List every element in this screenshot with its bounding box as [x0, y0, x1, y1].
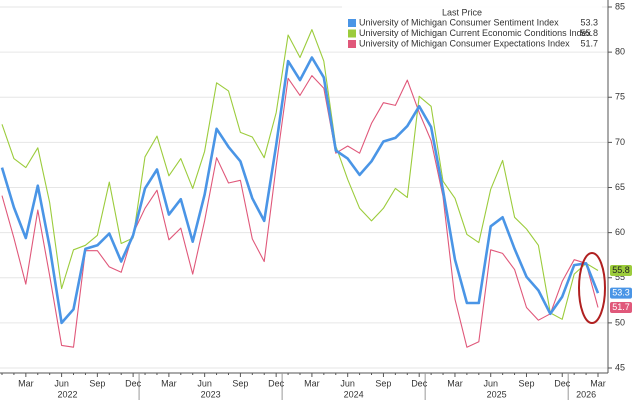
- x-tick-label: Mar: [447, 378, 463, 388]
- last-value-label: 51.7: [612, 302, 630, 312]
- last-value-tag: [610, 302, 632, 314]
- lines: [0, 29, 600, 348]
- x-tick-label: Dec: [411, 378, 428, 388]
- y-tick-label: 60: [615, 227, 625, 237]
- y-tick-label: 50: [615, 317, 625, 327]
- grid: [0, 0, 612, 400]
- last-value-tag: [610, 287, 632, 299]
- x-tick-label: Jun: [54, 378, 69, 388]
- x-tick-label: Jun: [483, 378, 498, 388]
- last-value-label: 53.3: [612, 287, 630, 297]
- legend-title: Last Price: [442, 7, 482, 17]
- year-label: 2025: [487, 389, 507, 399]
- y-tick-label: 85: [615, 1, 625, 11]
- y-tick-label: 75: [615, 92, 625, 102]
- legend-swatch: [348, 29, 356, 38]
- x-tick-label: Sep: [375, 378, 391, 388]
- x-tick-label: Jun: [197, 378, 212, 388]
- legend-label: University of Michigan Consumer Expectat…: [359, 38, 570, 48]
- y-tick-label: 45: [615, 362, 625, 372]
- last-value-tag: [610, 265, 632, 277]
- legend-value: 53.3: [580, 17, 598, 27]
- legend-swatch: [348, 19, 356, 27]
- x-tick-label: Sep: [232, 378, 248, 388]
- series-line: [1, 75, 599, 348]
- y-tick-label: 65: [615, 182, 625, 192]
- legend-value: 55.8: [580, 28, 598, 38]
- x-tick-label: Dec: [125, 378, 142, 388]
- y-tick-label: 80: [615, 47, 625, 57]
- x-tick-label: Jun: [340, 378, 355, 388]
- legend-label: University of Michigan Consumer Sentimen…: [359, 17, 559, 27]
- legend-swatch: [348, 40, 356, 48]
- year-label: 2022: [58, 389, 78, 399]
- x-tick-label: Sep: [518, 378, 534, 388]
- x-tick-label: Sep: [89, 378, 105, 388]
- series-line: [0, 56, 600, 325]
- year-label: 2024: [344, 389, 364, 399]
- highlight-ellipse: [578, 252, 606, 324]
- x-tick-label: Mar: [304, 378, 320, 388]
- y-tick-label: 55: [615, 272, 625, 282]
- x-tick-label: Mar: [590, 378, 606, 388]
- last-value-label: 55.8: [612, 265, 630, 275]
- x-tick-label: Dec: [554, 378, 571, 388]
- x-tick-label: Mar: [18, 378, 34, 388]
- legend-value: 51.7: [580, 38, 598, 48]
- year-label: 2026: [576, 389, 596, 399]
- legend-box: [342, 4, 602, 51]
- legend-label: University of Michigan Current Economic …: [359, 28, 592, 38]
- x-tick-label: Mar: [161, 378, 177, 388]
- x-tick-label: Dec: [268, 378, 285, 388]
- year-label: 2023: [201, 389, 221, 399]
- y-tick-label: 70: [615, 137, 625, 147]
- series-line: [1, 29, 599, 320]
